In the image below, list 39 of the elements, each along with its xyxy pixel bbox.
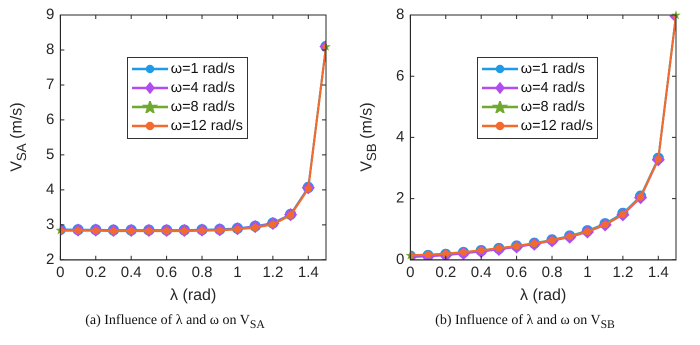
y-tick-label: 4	[46, 181, 54, 198]
x-tick-label: 0.2	[435, 264, 456, 281]
legend-label: ω=1 rad/s	[520, 60, 585, 79]
legend-label: ω=1 rad/s	[170, 60, 235, 79]
legend-label: ω=8 rad/s	[170, 98, 235, 117]
y-tick-label: 6	[396, 67, 404, 84]
y-tick-label: 3	[46, 216, 54, 233]
x-tick-label: 0.6	[156, 264, 178, 281]
y-tick-label: 5	[46, 146, 54, 164]
legend-label: ω=12 rad/s	[520, 116, 593, 136]
x-tick-label: 0.8	[192, 264, 212, 281]
y-tick-label: 0	[396, 250, 404, 268]
x-tick-label: 1	[583, 264, 592, 281]
x-tick-label: 0.4	[120, 264, 142, 281]
x-tick-label: 1	[233, 264, 242, 281]
legend-label: ω=8 rad/s	[520, 98, 585, 117]
y-tick-label: 9	[46, 6, 54, 24]
text: (a) Influence of λ and ω on V$_{SA}$	[84, 313, 266, 331]
x-tick-label: 1.2	[612, 264, 634, 281]
y-tick-label: 4	[396, 128, 404, 146]
x-axis-title: λ (rad)	[520, 286, 566, 304]
legend-label: ω=12 rad/s	[170, 116, 243, 136]
x-tick-label: 1.4	[648, 264, 669, 281]
y-tick-label: 2	[396, 190, 404, 207]
legend-label: ω=4 rad/s	[170, 78, 235, 98]
y-tick-label: 8	[46, 41, 54, 58]
x-tick-label: 0.2	[85, 264, 106, 281]
x-tick-label: 1.2	[262, 264, 284, 281]
x-axis-title: λ (rad)	[170, 286, 216, 304]
x-tick-label: 1.4	[298, 264, 319, 281]
y-tick-label: 8	[396, 6, 404, 24]
x-tick-label: 0.8	[542, 264, 562, 281]
legend-label: ω=4 rad/s	[520, 78, 585, 98]
y-tick-label: 6	[46, 111, 54, 128]
x-tick-label: 0.6	[506, 264, 528, 281]
x-tick-label: 0.4	[470, 264, 492, 281]
y-tick-label: 7	[46, 76, 54, 94]
y-tick-label: 2	[46, 250, 54, 268]
text: (b) Influence of λ and ω on V$_{SB}$	[434, 313, 616, 331]
